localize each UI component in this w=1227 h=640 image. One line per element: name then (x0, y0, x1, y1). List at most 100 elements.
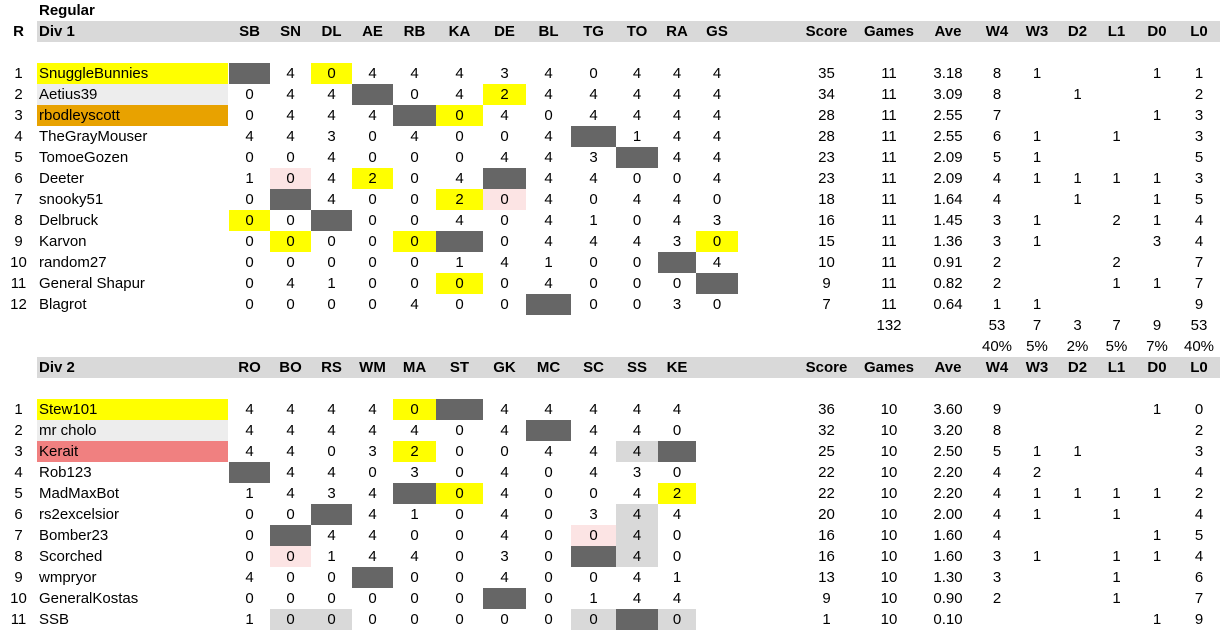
percent-cell: 5% (1026, 338, 1048, 355)
stat-column-header: Ave (934, 359, 962, 376)
stat-cell: 0.64 (933, 296, 963, 313)
result-cell: 0 (672, 422, 682, 439)
result-cell: 4 (410, 65, 419, 82)
result-cell: 0 (589, 275, 598, 292)
stat-cell: 16 (818, 527, 835, 544)
result-cell: 0 (410, 212, 419, 229)
result-cell: 2 (483, 84, 526, 105)
result-cell: 4 (672, 65, 682, 82)
stat-cell: 9 (822, 590, 831, 607)
result-cell: 0 (672, 527, 682, 544)
result-cell: 4 (368, 548, 377, 565)
stat-cell: 5 (992, 443, 1002, 460)
stat-cell (1136, 84, 1178, 105)
stat-cell (1136, 294, 1178, 315)
header-bar (37, 357, 1220, 378)
result-cell: 4 (368, 107, 377, 124)
player-name: SSB (39, 611, 70, 628)
stat-cell (1058, 420, 1097, 441)
stat-cell (1058, 63, 1097, 84)
stat-cell: 1 (1152, 611, 1162, 628)
result-cell: 4 (245, 443, 254, 460)
result-cell (311, 504, 352, 525)
player-name: GeneralKostas (39, 590, 139, 607)
stat-cell (1136, 126, 1178, 147)
stat-cell: 2 (1112, 212, 1121, 229)
stat-cell: 0 (1194, 401, 1204, 418)
result-cell: 4 (368, 422, 377, 439)
stat-cell: 4 (1194, 212, 1204, 229)
stat-cell (1097, 525, 1136, 546)
result-cell: 0 (589, 191, 598, 208)
result-cell: 4 (616, 525, 658, 546)
stat-cell: 4 (992, 527, 1002, 544)
result-cell: 0 (455, 548, 464, 565)
stat-cell: 11 (881, 254, 897, 271)
total-cell: 53 (988, 317, 1006, 334)
result-cell: 4 (672, 107, 682, 124)
result-cell: 0 (245, 506, 254, 523)
result-cell: 0 (544, 527, 553, 544)
result-cell: 4 (632, 569, 642, 586)
stat-cell: 1 (1073, 485, 1082, 502)
stat-cell: 4 (1194, 233, 1204, 250)
opponent-column-header: RO (238, 359, 261, 376)
rank-column-header: R (13, 23, 24, 40)
stat-cell (1016, 420, 1058, 441)
result-cell: 0 (286, 296, 295, 313)
stat-cell: 11 (881, 86, 897, 103)
stat-cell (1058, 273, 1097, 294)
stat-column-header: D2 (1067, 359, 1088, 376)
stat-cell: 1 (1032, 296, 1042, 313)
result-cell: 4 (672, 128, 682, 145)
player-name: Rob123 (39, 464, 92, 481)
result-cell: 4 (410, 128, 419, 145)
result-cell: 4 (327, 107, 336, 124)
stat-cell: 3 (1194, 170, 1204, 187)
percent-cell: 5% (1105, 338, 1128, 355)
result-cell: 4 (368, 527, 377, 544)
stat-cell (1016, 525, 1058, 546)
stat-cell: 1 (1152, 107, 1162, 124)
stat-cell: 2 (1194, 485, 1204, 502)
stat-cell (1097, 441, 1136, 462)
stat-cell (1097, 462, 1136, 483)
stat-cell: 16 (818, 548, 835, 565)
player-name: Deeter (39, 170, 85, 187)
result-cell: 0 (500, 212, 509, 229)
result-cell: 4 (589, 401, 598, 418)
result-cell: 4 (544, 128, 553, 145)
result-cell: 0 (368, 464, 377, 481)
stat-cell: 11 (881, 128, 897, 145)
stat-cell (1058, 294, 1097, 315)
stat-cell: 1 (1152, 527, 1162, 544)
stat-cell (1097, 609, 1136, 630)
stat-cell: 2.50 (933, 443, 963, 460)
stat-cell (1058, 210, 1097, 231)
stat-cell: 8 (992, 422, 1002, 439)
result-cell: 0 (544, 464, 553, 481)
rank-cell: 10 (10, 590, 27, 607)
stat-cell: 10 (880, 443, 898, 460)
result-cell: 4 (368, 65, 377, 82)
stat-cell: 1 (1152, 170, 1162, 187)
rank-cell: 12 (10, 296, 27, 313)
result-cell: 4 (672, 590, 682, 607)
opponent-column-header: TG (583, 23, 604, 40)
result-cell: 0 (589, 569, 598, 586)
result-cell: 4 (672, 86, 682, 103)
result-cell: 3 (327, 128, 336, 145)
stat-cell: 1 (1152, 191, 1162, 208)
stat-cell: 2.09 (933, 170, 963, 187)
stat-cell: 3 (1194, 443, 1204, 460)
result-cell: 4 (500, 569, 509, 586)
result-cell: 4 (712, 254, 722, 271)
result-cell: 0 (455, 527, 464, 544)
result-cell: 4 (589, 443, 598, 460)
result-cell (483, 588, 526, 609)
result-cell: 0 (589, 296, 598, 313)
stat-cell: 11 (881, 275, 897, 292)
result-cell: 4 (500, 422, 509, 439)
stat-cell: 1 (1073, 443, 1082, 460)
stat-cell (1058, 231, 1097, 252)
